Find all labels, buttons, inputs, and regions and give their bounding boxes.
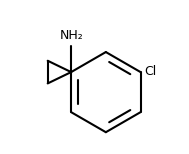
Text: NH₂: NH₂ (59, 29, 83, 42)
Text: Cl: Cl (144, 65, 156, 78)
